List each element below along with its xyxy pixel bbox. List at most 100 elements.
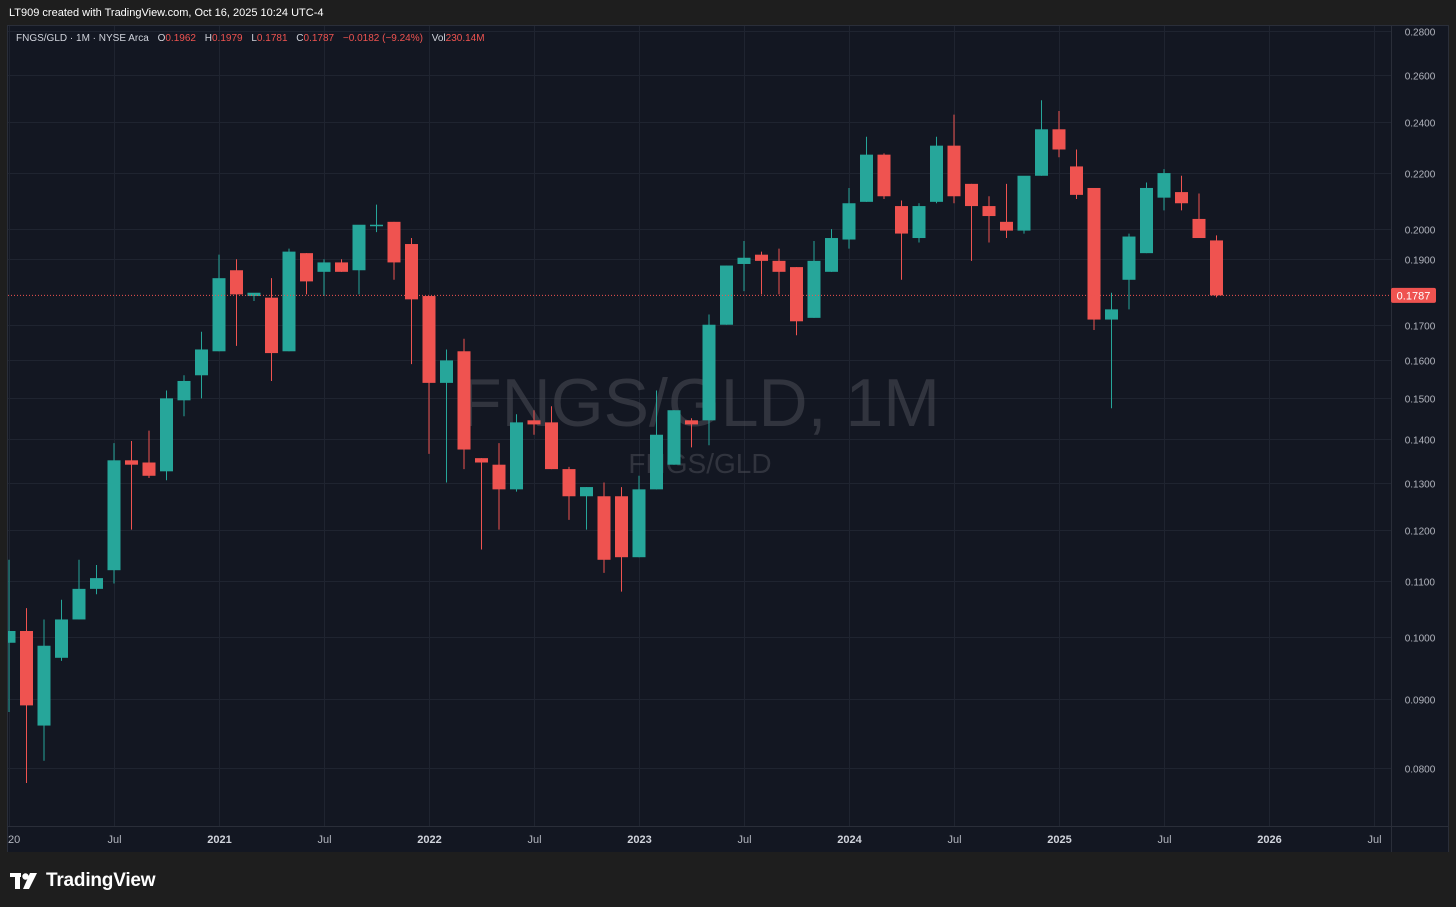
price-tick-label: 0.2000 bbox=[1405, 226, 1436, 237]
candle-body bbox=[457, 351, 471, 450]
candle bbox=[1035, 100, 1048, 176]
candle bbox=[860, 136, 873, 202]
candle-body bbox=[212, 278, 226, 352]
candle-body bbox=[1210, 240, 1223, 296]
candle bbox=[877, 153, 891, 200]
candle-body bbox=[1192, 218, 1206, 239]
candle-body bbox=[1140, 187, 1153, 254]
chart-panel[interactable]: FNGS/GLD, 1M FNGS/GLD 0.2800 0.2600 0.2400… bbox=[7, 25, 1449, 853]
candle bbox=[930, 136, 943, 204]
time-tick-label: 2026 bbox=[1257, 834, 1281, 846]
candle-body bbox=[755, 254, 768, 261]
watermark: FNGS/GLD, 1M FNGS/GLD bbox=[460, 365, 940, 479]
candle-body bbox=[510, 422, 523, 490]
time-tick-label: Jul bbox=[737, 834, 751, 846]
candle bbox=[597, 482, 611, 573]
watermark-sub: FNGS/GLD bbox=[628, 448, 771, 479]
price-tick-label: 0.1000 bbox=[1405, 634, 1436, 645]
candle-body bbox=[177, 380, 191, 401]
candle bbox=[265, 278, 278, 381]
candle bbox=[615, 487, 628, 592]
legend-volume-label: Vol bbox=[432, 33, 446, 44]
candle bbox=[737, 241, 751, 292]
candle bbox=[317, 259, 331, 297]
candle bbox=[1175, 175, 1188, 211]
candle-body bbox=[300, 253, 313, 282]
watermark-main: FNGS/GLD, 1M bbox=[460, 365, 940, 441]
candle bbox=[352, 224, 366, 295]
candle-body bbox=[55, 619, 68, 658]
candle bbox=[650, 390, 663, 490]
last-price-marker: 0.1787 bbox=[1391, 287, 1436, 303]
candle bbox=[160, 390, 173, 481]
candle-body bbox=[825, 238, 838, 272]
time-tick-label: Jul bbox=[527, 834, 541, 846]
candle-body bbox=[90, 578, 103, 589]
candle-body bbox=[1087, 187, 1101, 320]
candle bbox=[772, 248, 786, 295]
candles bbox=[8, 100, 1223, 783]
candle bbox=[125, 441, 138, 530]
candle-body bbox=[580, 487, 593, 497]
candle-body bbox=[1052, 129, 1066, 150]
candle-body bbox=[562, 469, 576, 497]
candle-body bbox=[387, 221, 401, 263]
candle-body bbox=[1157, 173, 1171, 198]
candle bbox=[20, 608, 33, 783]
candle bbox=[142, 430, 156, 479]
time-tick-label: Jul bbox=[1157, 834, 1171, 846]
candle-body bbox=[107, 460, 121, 571]
snapshot-header: LT909 created with TradingView.com, Oct … bbox=[0, 0, 1456, 26]
candle bbox=[527, 410, 541, 435]
candle-body bbox=[860, 154, 873, 202]
candlestick-chart[interactable]: FNGS/GLD, 1M FNGS/GLD 0.2800 0.2600 0.2400… bbox=[8, 26, 1448, 852]
candle-body bbox=[1105, 309, 1118, 320]
candle bbox=[562, 466, 576, 520]
candle bbox=[370, 204, 383, 233]
candle bbox=[1122, 233, 1136, 310]
candle-body bbox=[982, 206, 996, 217]
candle bbox=[1210, 235, 1223, 298]
price-tick-label: 0.1900 bbox=[1405, 256, 1436, 267]
candle-body bbox=[650, 434, 663, 490]
candle bbox=[457, 338, 471, 470]
candle bbox=[807, 241, 821, 318]
time-tick-label: 20 bbox=[8, 834, 20, 846]
candle bbox=[632, 475, 646, 558]
price-axis[interactable]: 0.2800 0.2600 0.2400 0.2200 0.2000 0.1900 0.17… bbox=[1405, 28, 1436, 776]
candle-body bbox=[335, 262, 348, 272]
candle-body bbox=[1122, 236, 1136, 280]
candle-body bbox=[947, 145, 961, 197]
candle bbox=[790, 267, 803, 336]
candle bbox=[387, 221, 401, 280]
price-tick-label: 0.0900 bbox=[1405, 696, 1436, 707]
candle bbox=[685, 418, 698, 448]
candle-body bbox=[615, 496, 628, 558]
tradingview-logo-icon bbox=[10, 872, 40, 890]
time-axis[interactable]: 20 Jul 2021 Jul 2022 Jul 2023 Jul 2024 Jul 2025 Jul… bbox=[8, 834, 1382, 846]
candle-body bbox=[545, 422, 558, 470]
time-tick-label: 2024 bbox=[837, 834, 862, 846]
tradingview-logo[interactable]: TradingView bbox=[10, 869, 156, 893]
candle bbox=[1140, 182, 1153, 254]
time-tick-label: 2022 bbox=[417, 834, 441, 846]
candle bbox=[842, 187, 856, 249]
candle-body bbox=[1017, 175, 1031, 231]
candle-body bbox=[422, 296, 436, 383]
candle-body bbox=[1035, 129, 1048, 176]
candle-body bbox=[772, 260, 786, 272]
price-tick-label: 0.1600 bbox=[1405, 357, 1436, 368]
candle bbox=[825, 229, 838, 272]
candle bbox=[720, 265, 733, 325]
candle-body bbox=[370, 224, 383, 227]
legend-high-value: 0.1979 bbox=[212, 33, 243, 44]
candle bbox=[1000, 183, 1013, 239]
legend-open-label: O bbox=[158, 33, 166, 44]
candle bbox=[55, 599, 68, 661]
candle bbox=[895, 200, 908, 280]
candle bbox=[1105, 292, 1118, 409]
candle-body bbox=[930, 145, 943, 202]
candle bbox=[1070, 149, 1083, 200]
candle bbox=[702, 314, 716, 446]
candle-body bbox=[20, 630, 33, 706]
